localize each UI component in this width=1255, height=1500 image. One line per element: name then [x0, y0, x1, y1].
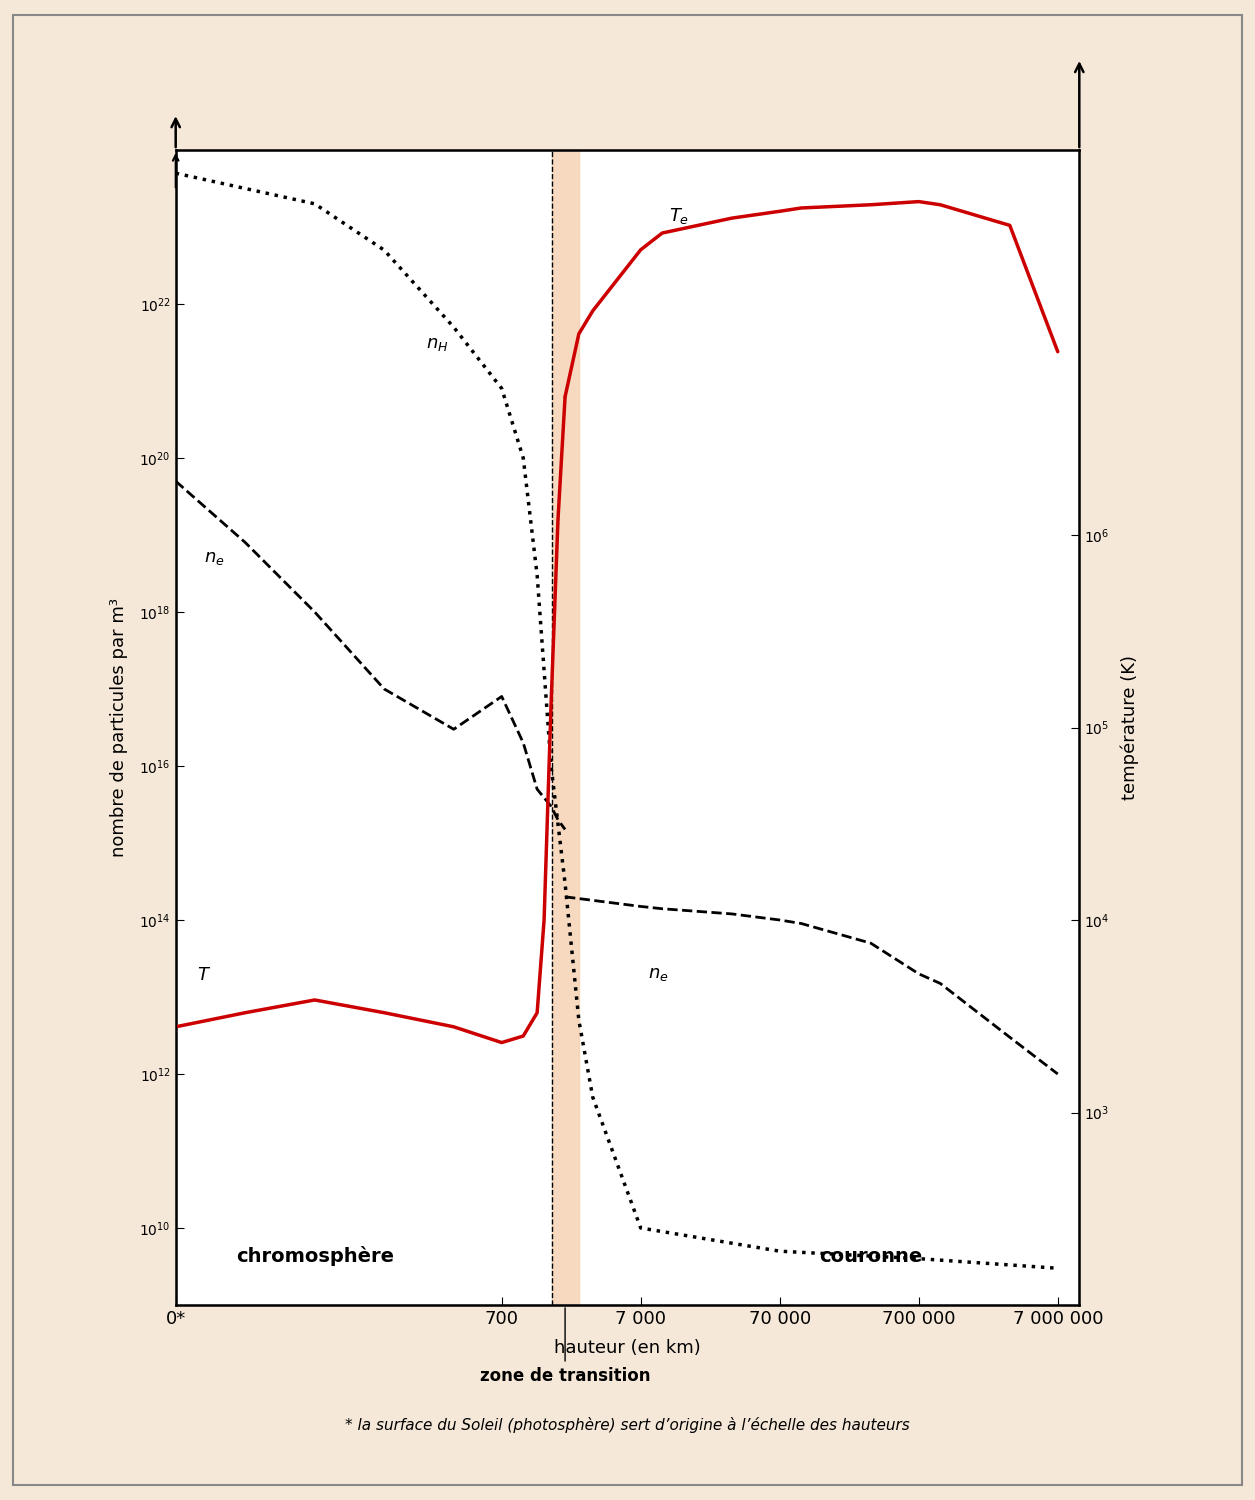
Text: $T$: $T$	[197, 966, 211, 984]
Text: $n_e$: $n_e$	[203, 549, 225, 567]
Y-axis label: température (K): température (K)	[1121, 656, 1140, 800]
Text: * la surface du Soleil (photosphère) sert d’origine à l’échelle des hauteurs: * la surface du Soleil (photosphère) ser…	[345, 1418, 910, 1432]
X-axis label: hauteur (en km): hauteur (en km)	[555, 1340, 700, 1358]
Text: $n_e$: $n_e$	[649, 964, 669, 982]
Text: zone de transition: zone de transition	[479, 1308, 650, 1384]
Text: chromosphère: chromosphère	[236, 1246, 394, 1266]
Text: $T_e$: $T_e$	[669, 206, 689, 225]
Text: $n_H$: $n_H$	[425, 336, 448, 354]
Text: couronne: couronne	[820, 1248, 922, 1266]
Y-axis label: nombre de particules par m³: nombre de particules par m³	[110, 598, 128, 856]
Bar	[552, 150, 579, 1305]
